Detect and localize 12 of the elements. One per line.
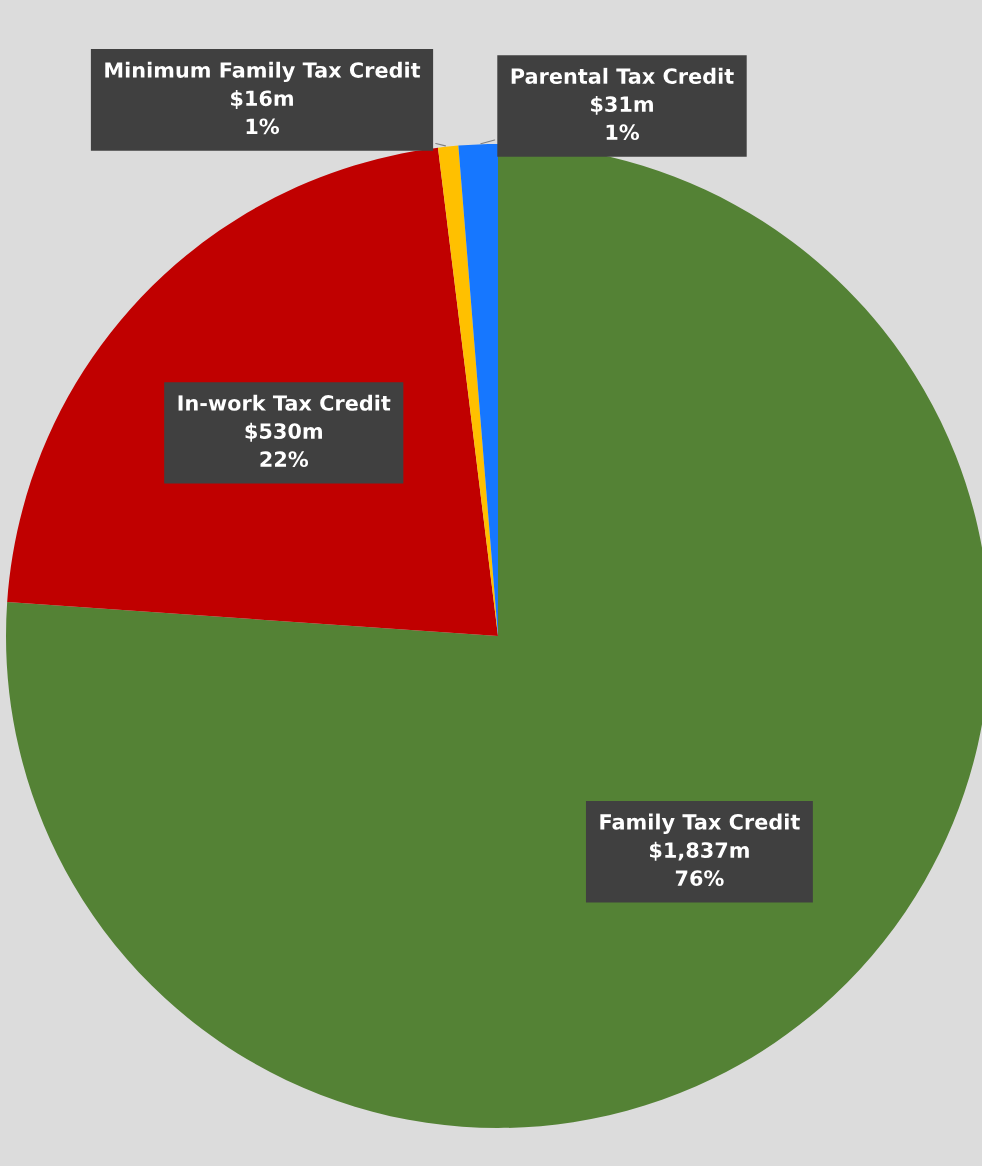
text: 1%	[246, 118, 280, 135]
data-label: $1,837m	[649, 841, 749, 861]
slice-label: Minimum Family Tax Credit	[105, 61, 421, 83]
data-label: $530m	[245, 422, 322, 442]
slice-label: Parental Tax Credit	[511, 67, 734, 84]
text: 1%	[606, 124, 640, 141]
data-label: $16m	[231, 90, 293, 109]
text: 22%	[260, 451, 309, 468]
slice-label: Family Tax Credit	[600, 813, 800, 834]
text: 76%	[675, 870, 724, 887]
slice-label: In-work Tax Credit	[178, 394, 391, 411]
data-label: $31m	[591, 95, 653, 115]
